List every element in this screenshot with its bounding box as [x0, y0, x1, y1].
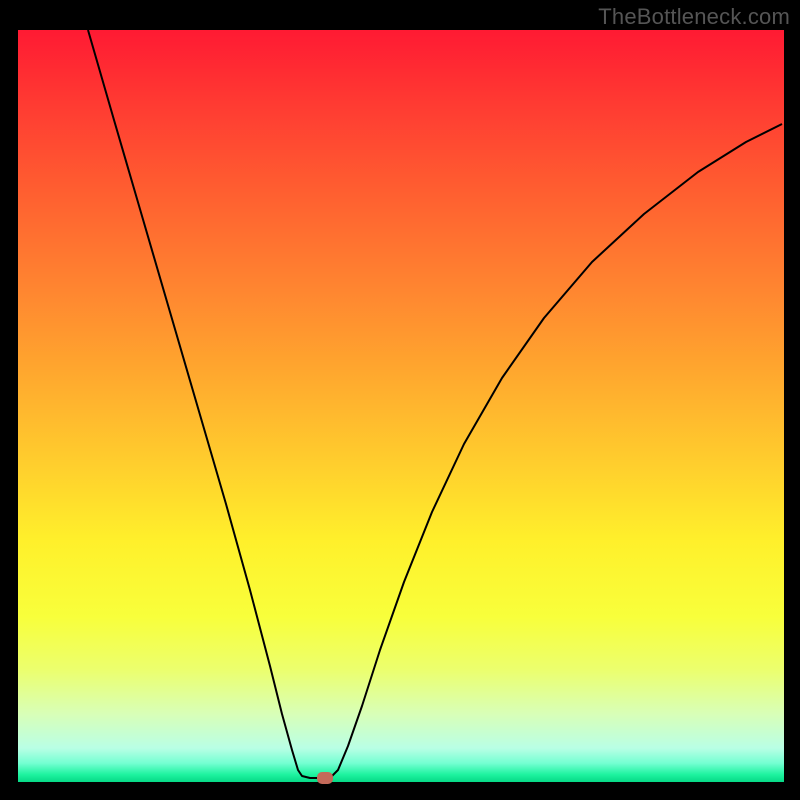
bottleneck-chart	[0, 0, 800, 800]
chart-frame: TheBottleneck.com	[0, 0, 800, 800]
optimal-marker	[317, 772, 333, 784]
plot-area	[18, 30, 784, 782]
watermark-text: TheBottleneck.com	[598, 4, 790, 30]
